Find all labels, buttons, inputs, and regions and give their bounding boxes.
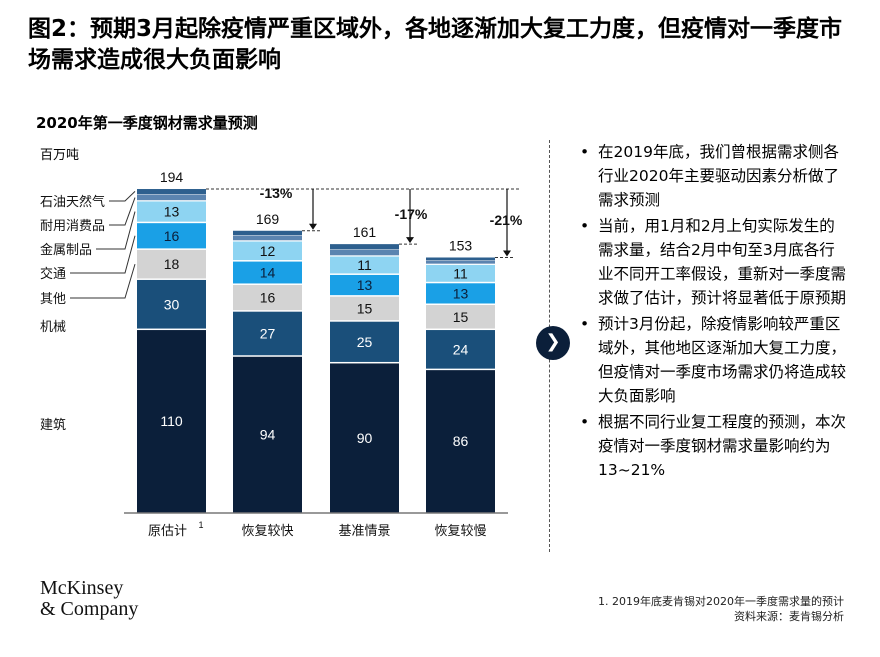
data-label: 14 <box>260 265 276 281</box>
total-label: 169 <box>256 211 280 227</box>
bar-segment <box>330 363 399 513</box>
data-label: 16 <box>260 290 276 306</box>
total-label: 161 <box>353 224 377 240</box>
data-label: 13 <box>357 277 373 293</box>
data-label: 30 <box>164 296 180 312</box>
data-label: 15 <box>357 300 373 316</box>
legend-label: 机械 <box>40 320 66 335</box>
category-label: 原估计 <box>148 524 187 539</box>
data-label: 90 <box>357 430 373 446</box>
bar-segment <box>233 311 302 356</box>
legend-label: 耐用消费品 <box>40 219 105 234</box>
bar-segment <box>137 249 206 279</box>
bar-segment <box>426 257 495 261</box>
bar-segment <box>233 235 302 241</box>
data-label: 11 <box>453 265 468 281</box>
bar-segment <box>137 279 206 329</box>
bar-segment <box>426 370 495 513</box>
bar-segment <box>426 260 495 264</box>
bar-segment <box>426 330 495 369</box>
bar-segment <box>137 330 206 513</box>
change-arrowhead <box>503 250 511 257</box>
change-arrowhead <box>309 223 317 230</box>
chart-title: 2020年第一季度钢材需求量预测 <box>36 114 258 132</box>
category-label: 基准情景 <box>338 524 390 539</box>
chevron-right-icon[interactable]: ❯ <box>536 326 570 360</box>
data-label: 27 <box>260 325 276 341</box>
bar-segment <box>233 356 302 513</box>
bar-segment <box>233 230 302 236</box>
category-superscript: 1 <box>199 520 204 530</box>
legend-label: 石油天然气 <box>40 194 105 210</box>
bullet-item: 当前，用1月和2月上旬实际发生的需求量，结合2月中旬至3月底各行业不同开工率假设… <box>576 214 846 310</box>
data-label: 12 <box>260 243 276 259</box>
bar-segment <box>330 296 399 321</box>
bar-segment <box>233 284 302 311</box>
bar-segment <box>137 189 206 195</box>
data-label: 18 <box>164 256 180 272</box>
data-label: 16 <box>164 228 180 244</box>
change-label: -13% <box>260 185 293 201</box>
bar-segment <box>426 305 495 329</box>
unit-label: 百万吨 <box>40 148 80 163</box>
logo-line-1: McKinsey <box>40 577 124 599</box>
data-label: 11 <box>357 257 372 273</box>
bar-segment <box>330 249 399 256</box>
change-label: -17% <box>395 206 428 222</box>
page-title: 图2：预期3月起除疫情严重区域外，各地逐渐加大复工力度，但疫情对一季度市场需求造… <box>28 16 843 73</box>
bar-segment <box>233 241 302 261</box>
data-label: 13 <box>164 204 180 220</box>
bullet-item: 在2019年底，我们曾根据需求侧各行业2020年主要驱动因素分析做了需求预测 <box>576 140 846 212</box>
bullet-item: 根据不同行业复工程度的预测，本次疫情对一季度钢材需求量影响约为13~21% <box>576 410 846 482</box>
footnote-text: 1. 2019年底麦肯锡对2020年一季度需求量的预计 <box>598 595 844 608</box>
legend-label: 交通 <box>40 266 66 282</box>
bar-segment <box>426 283 495 304</box>
bar-segment <box>137 194 206 201</box>
legend-label: 其他 <box>40 292 66 307</box>
source-text: 资料来源：麦肯锡分析 <box>734 610 844 623</box>
data-label: 15 <box>453 309 469 325</box>
bar-segment <box>426 264 495 282</box>
category-label: 恢复较慢 <box>434 523 486 539</box>
logo-line-2: & Company <box>40 598 139 620</box>
bar-segment <box>137 223 206 249</box>
bar-segment <box>330 321 399 362</box>
bullet-item: 预计3月份起，除疫情影响较严重区域外，其他地区逐渐加大复工力度，但疫情对一季度市… <box>576 312 846 408</box>
mckinsey-logo: McKinsey & Company <box>40 578 138 620</box>
bar-segment <box>330 274 399 296</box>
data-label: 25 <box>357 334 373 350</box>
bullet-list: 在2019年底，我们曾根据需求侧各行业2020年主要驱动因素分析做了需求预测 当… <box>576 140 846 484</box>
data-label: 24 <box>453 341 469 357</box>
legend-leader-line <box>109 197 136 226</box>
data-label: 94 <box>260 427 276 443</box>
bar-segment <box>330 244 399 250</box>
change-label: -21% <box>490 212 523 228</box>
data-label: 110 <box>160 413 183 429</box>
footnote: 1. 2019年底麦肯锡对2020年一季度需求量的预计 资料来源：麦肯锡分析 <box>598 594 844 624</box>
total-label: 194 <box>160 169 184 185</box>
legend-leader-line <box>96 211 136 250</box>
legend-label: 建筑 <box>40 417 66 433</box>
legend-leader-line <box>109 190 136 202</box>
legend-leader-line <box>70 264 136 299</box>
total-label: 153 <box>449 237 473 253</box>
category-label: 恢复较快 <box>241 524 293 539</box>
bar-segment <box>233 261 302 284</box>
legend-leader-line <box>70 235 136 274</box>
change-arrowhead <box>406 237 414 244</box>
bar-segment <box>137 201 206 222</box>
legend-label: 金属制品 <box>40 242 92 258</box>
data-label: 86 <box>453 433 469 449</box>
data-label: 13 <box>453 285 469 301</box>
bar-segment <box>330 256 399 274</box>
